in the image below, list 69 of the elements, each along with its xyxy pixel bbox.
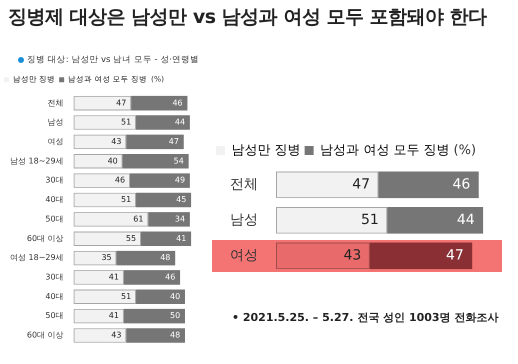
data-label: 35 [101, 253, 112, 262]
data-label: 61 [133, 214, 144, 224]
legend-label: 남성과 여성 모두 징병 [320, 142, 450, 158]
bar [126, 134, 184, 150]
data-label: 47 [116, 98, 126, 108]
y-tick-label: 남성 18~29세 [10, 156, 64, 166]
data-label: 34 [174, 214, 186, 224]
y-tick-label: 60대 이상 [26, 234, 64, 243]
bar [124, 308, 185, 324]
y-tick-label: 60대 이상 [26, 330, 64, 340]
data-label: 41 [176, 234, 186, 243]
y-tick-label: 전체 [48, 98, 64, 108]
y-tick-label: 30대 [45, 176, 64, 185]
y-tick-label: 여성 18~29세 [10, 253, 64, 262]
legend-label: 남성만 징병 [232, 142, 301, 158]
data-label: 46 [114, 176, 126, 185]
bar [136, 192, 192, 208]
y-tick-label: 40대 [45, 292, 64, 301]
bar [131, 96, 188, 110]
y-tick-label: 30대 [45, 272, 64, 282]
data-label: 41 [108, 311, 119, 320]
y-tick-label: 여성 [48, 136, 64, 146]
bar [136, 115, 190, 130]
bar [122, 154, 189, 169]
chart-subtitle: 징병 대상: 남성만 vs 남녀 모두 - 성·연령별 [27, 55, 200, 65]
data-label: 40 [170, 292, 180, 301]
y-tick-label: 40대 [45, 195, 64, 204]
data-label: 44 [174, 118, 186, 127]
y-tick-label: 여성 [230, 247, 258, 264]
y-tick-label: 남성 [48, 118, 64, 127]
data-label: 43 [111, 136, 122, 146]
data-label: 51 [121, 118, 132, 127]
data-label: 48 [170, 330, 180, 340]
bar [126, 328, 185, 343]
data-label: 47 [352, 176, 370, 192]
data-label: 51 [360, 212, 379, 228]
bar [130, 173, 190, 188]
data-label: 47 [168, 136, 179, 146]
y-tick-label: 남성 [230, 212, 258, 228]
text: 징병제 대상은 남성만 vs 남성과 여성 모두 포함돼야 한다 [8, 5, 487, 30]
bar [378, 171, 479, 198]
data-label: 50 [170, 311, 180, 320]
y-tick-label: 전체 [230, 176, 258, 192]
data-label: 41 [108, 272, 119, 282]
y-tick-label: 50대 [45, 311, 64, 320]
data-label: 48 [160, 253, 170, 262]
data-label: 47 [446, 247, 464, 264]
bar [116, 250, 176, 266]
data-label: 45 [176, 195, 186, 204]
data-label: 46 [165, 272, 176, 282]
bar [387, 206, 484, 234]
data-label: 43 [344, 247, 362, 264]
data-label: 51 [121, 292, 132, 301]
data-label: 46 [172, 98, 183, 108]
legend-title: (%) [454, 142, 476, 158]
data-label: 55 [126, 234, 136, 243]
data-label: 51 [121, 195, 132, 204]
data-label: 44 [456, 212, 475, 228]
bar [136, 290, 185, 304]
bar [140, 231, 192, 246]
text: • 2021.5.25. – 5.27. 전국 성인 1003명 전화조사 [232, 310, 498, 325]
data-label: 54 [174, 156, 184, 166]
y-tick-label: 50대 [45, 214, 64, 224]
data-label: 46 [452, 176, 470, 192]
data-label: 49 [174, 176, 186, 185]
bar [124, 270, 180, 285]
data-label: 40 [108, 156, 118, 166]
data-label: 43 [111, 330, 122, 340]
bar [148, 212, 190, 227]
